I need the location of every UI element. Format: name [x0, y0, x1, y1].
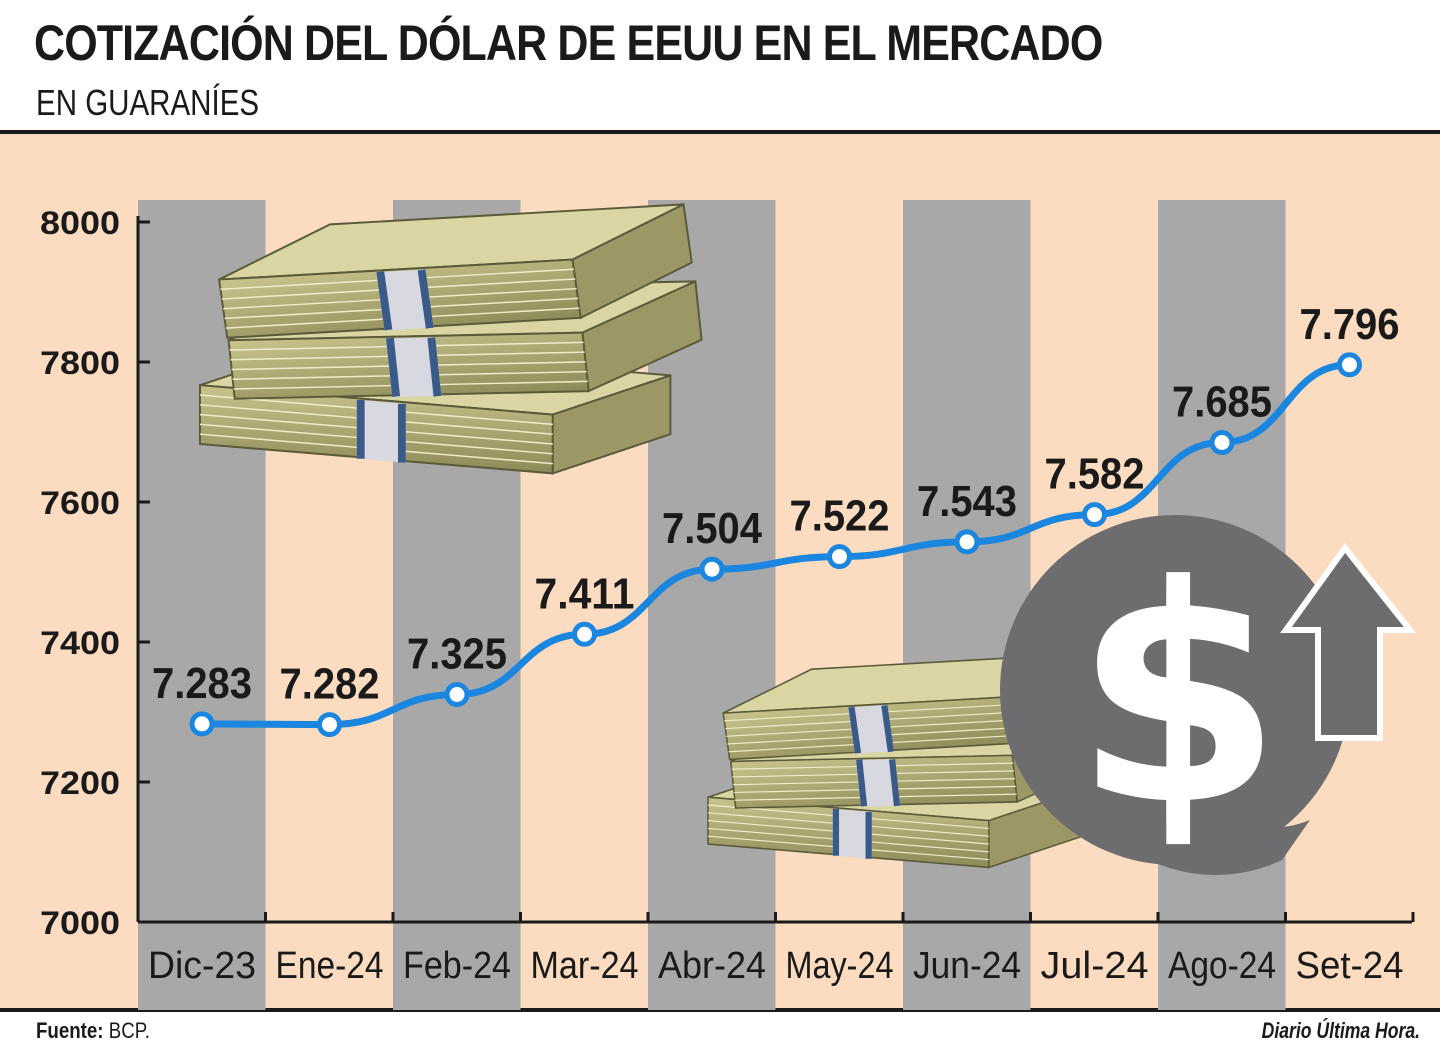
x-tick-label: Mar-24 [531, 945, 639, 987]
data-point [189, 711, 215, 737]
x-tick-label: Dic-23 [148, 945, 256, 987]
source-note: Fuente: BCP. [36, 1018, 150, 1044]
data-point [699, 556, 725, 582]
x-tick-label: Jul-24 [1041, 945, 1149, 987]
chart-title: COTIZACIÓN DEL DÓLAR DE EEUU EN EL MERCA… [34, 15, 1103, 71]
data-label: 7.283 [152, 659, 252, 708]
x-tick-label: Set-24 [1296, 945, 1404, 987]
y-tick-label: 8000 [40, 205, 120, 241]
data-label: 7.522 [790, 492, 890, 541]
y-tick-label: 7200 [40, 765, 120, 801]
series-line [201, 361, 1350, 729]
data-point [954, 529, 980, 555]
x-tick-label: Abr-24 [658, 945, 766, 987]
data-label: 7.543 [917, 477, 1017, 526]
data-label: 7.411 [535, 569, 635, 618]
x-tick-label: Ago-24 [1168, 945, 1276, 987]
data-point [1082, 502, 1107, 528]
data-point [827, 544, 852, 570]
y-tick-label: 7800 [40, 345, 120, 381]
data-label: 7.325 [407, 630, 507, 679]
y-tick-label: 7000 [40, 905, 120, 941]
y-tick-label: 7600 [40, 485, 120, 521]
up-arrow-icon [1280, 543, 1417, 741]
data-point [317, 712, 342, 738]
svg-text:$: $ [1074, 522, 1283, 871]
chart-subtitle: EN GUARANÍES [36, 82, 260, 123]
source-label: Fuente: [36, 1018, 104, 1043]
x-tick-label: Jun-24 [913, 945, 1021, 987]
data-label: 7.504 [662, 504, 762, 553]
source-value: BCP. [108, 1018, 150, 1043]
data-point [1209, 430, 1235, 455]
x-tick-label: May-24 [786, 945, 894, 987]
column-band [903, 200, 1031, 1010]
data-label: 7.282 [280, 660, 380, 709]
data-point [444, 682, 470, 707]
data-point [572, 621, 597, 647]
x-tick-label: Feb-24 [403, 945, 511, 987]
data-label: 7.582 [1045, 450, 1145, 499]
dollar-coin-icon: $ [1000, 515, 1350, 875]
x-tick-label: Ene-24 [276, 945, 384, 987]
publisher-credit: Diario Última Hora. [1261, 1018, 1420, 1043]
data-label: 7.796 [1300, 300, 1400, 349]
data-label: 7.685 [1172, 378, 1272, 427]
y-tick-label: 7400 [40, 625, 120, 661]
data-point [1337, 352, 1362, 378]
money-stack-icon [199, 202, 703, 475]
